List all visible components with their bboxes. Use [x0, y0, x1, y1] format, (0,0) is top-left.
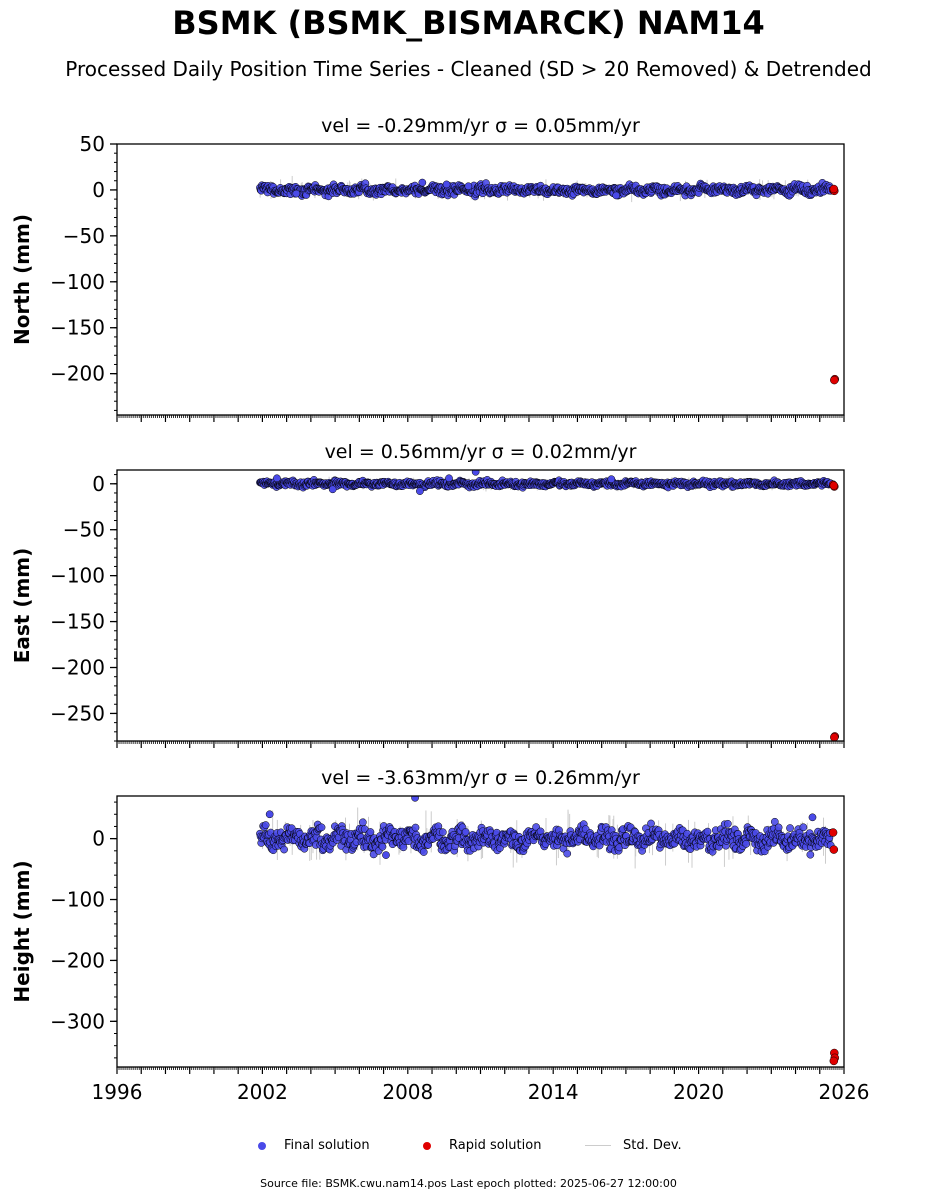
y-axis-label: North (mm) — [10, 214, 34, 345]
y-tick-label: −150 — [50, 610, 105, 634]
rapid-marker-icon — [423, 1141, 431, 1150]
final-point — [416, 487, 424, 495]
final-point — [808, 813, 817, 822]
figure-subtitle: Processed Daily Position Time Series - C… — [65, 57, 872, 81]
source-footer: Source file: BSMK.cwu.nam14.pos Last epo… — [260, 1177, 677, 1190]
y-axis-label: East (mm) — [10, 548, 34, 664]
x-tick-label: 2014 — [528, 1080, 579, 1104]
y-tick-label: −250 — [50, 701, 105, 725]
y-tick-label: −50 — [63, 224, 105, 248]
final-point — [378, 842, 387, 851]
final-point — [273, 474, 281, 483]
final-point — [723, 819, 732, 828]
final-point — [265, 810, 274, 819]
x-tick-label: 2020 — [673, 1080, 724, 1104]
legend-std: Std. Dev. — [585, 1138, 682, 1153]
final-point — [647, 819, 655, 828]
rapid-point — [829, 845, 839, 854]
final-point — [612, 191, 621, 200]
plot-frame — [116, 795, 845, 1068]
final-point — [563, 849, 572, 858]
final-point — [607, 475, 616, 484]
final-point — [806, 850, 815, 859]
y-axis-label: Height (mm) — [10, 860, 34, 1002]
rapid-point — [828, 828, 838, 837]
final-point — [799, 823, 808, 832]
final-point — [366, 828, 375, 836]
final-point — [438, 828, 447, 837]
figure-title: BSMK (BSMK_BISMARCK) NAM14 — [172, 4, 765, 42]
final-point — [382, 851, 390, 859]
final-point — [280, 845, 288, 854]
legend-rapid: Rapid solution — [423, 1138, 541, 1153]
y-tick-label: −50 — [63, 518, 105, 542]
final-point — [328, 485, 337, 494]
legend-final-label: Final solution — [284, 1138, 370, 1153]
plot-area — [256, 796, 840, 1066]
y-tick-label: 0 — [92, 827, 105, 851]
final-point — [703, 827, 712, 836]
plot-area — [256, 470, 840, 741]
final-point — [411, 823, 420, 832]
final-point — [418, 178, 427, 187]
y-tick-label: −200 — [50, 656, 105, 680]
std-line-icon — [585, 1145, 611, 1146]
panel-title: vel = -0.29mm/yr σ = 0.05mm/yr — [321, 115, 640, 137]
final-point — [770, 817, 779, 826]
legend-rapid-label: Rapid solution — [449, 1138, 542, 1153]
panel-title: vel = -3.63mm/yr σ = 0.26mm/yr — [321, 767, 640, 789]
rapid-point — [830, 375, 839, 385]
panel-2: vel = 0.56mm/yr σ = 0.02mm/yr East (mm) 0 −… — [10, 441, 845, 748]
panel-1: vel = -0.29mm/yr σ = 0.05mm/yr North (mm)… — [10, 115, 845, 422]
plot-frame — [116, 143, 845, 416]
legend: Final solution Rapid solution Std. Dev. — [0, 1138, 937, 1158]
final-point — [742, 839, 751, 848]
rapid-point — [830, 733, 839, 741]
final-point — [411, 796, 419, 802]
y-tick-label: −100 — [50, 564, 105, 588]
final-point — [464, 182, 473, 191]
x-tick-label: 1996 — [92, 1080, 143, 1104]
final-point — [471, 470, 480, 476]
x-tick-label: 2002 — [237, 1080, 288, 1104]
rapid-point — [829, 1056, 839, 1066]
y-tick-label: −100 — [50, 270, 105, 294]
rapid-point — [829, 184, 839, 194]
rapid-point — [829, 481, 839, 490]
legend-final: Final solution — [258, 1138, 370, 1153]
y-tick-label: −200 — [50, 948, 105, 972]
final-point — [774, 823, 783, 832]
final-point — [445, 474, 453, 483]
final-point — [317, 823, 326, 832]
y-tick-label: −200 — [50, 362, 105, 386]
y-tick-label: 0 — [92, 178, 105, 202]
final-point — [419, 848, 428, 856]
final-point — [292, 189, 301, 198]
panel-3: vel = -3.63mm/yr σ = 0.26mm/yr Height (mm… — [10, 767, 869, 1104]
final-point — [358, 818, 367, 827]
y-tick-label: −100 — [50, 888, 105, 912]
y-tick-label: 0 — [92, 472, 105, 496]
final-point — [261, 821, 270, 829]
plot-area — [256, 175, 840, 385]
y-tick-label: −150 — [50, 316, 105, 340]
final-point — [461, 828, 470, 836]
panel-title: vel = 0.56mm/yr σ = 0.02mm/yr — [325, 441, 637, 463]
y-tick-label: −300 — [50, 1009, 105, 1033]
final-point — [786, 824, 794, 832]
y-tick-label: 50 — [80, 132, 105, 156]
x-tick-label: 2026 — [819, 1080, 870, 1104]
final-marker-icon — [258, 1141, 266, 1150]
final-point — [442, 180, 451, 189]
x-tick-label: 2008 — [382, 1080, 433, 1104]
plot-frame — [116, 469, 845, 742]
legend-std-label: Std. Dev. — [623, 1138, 682, 1153]
